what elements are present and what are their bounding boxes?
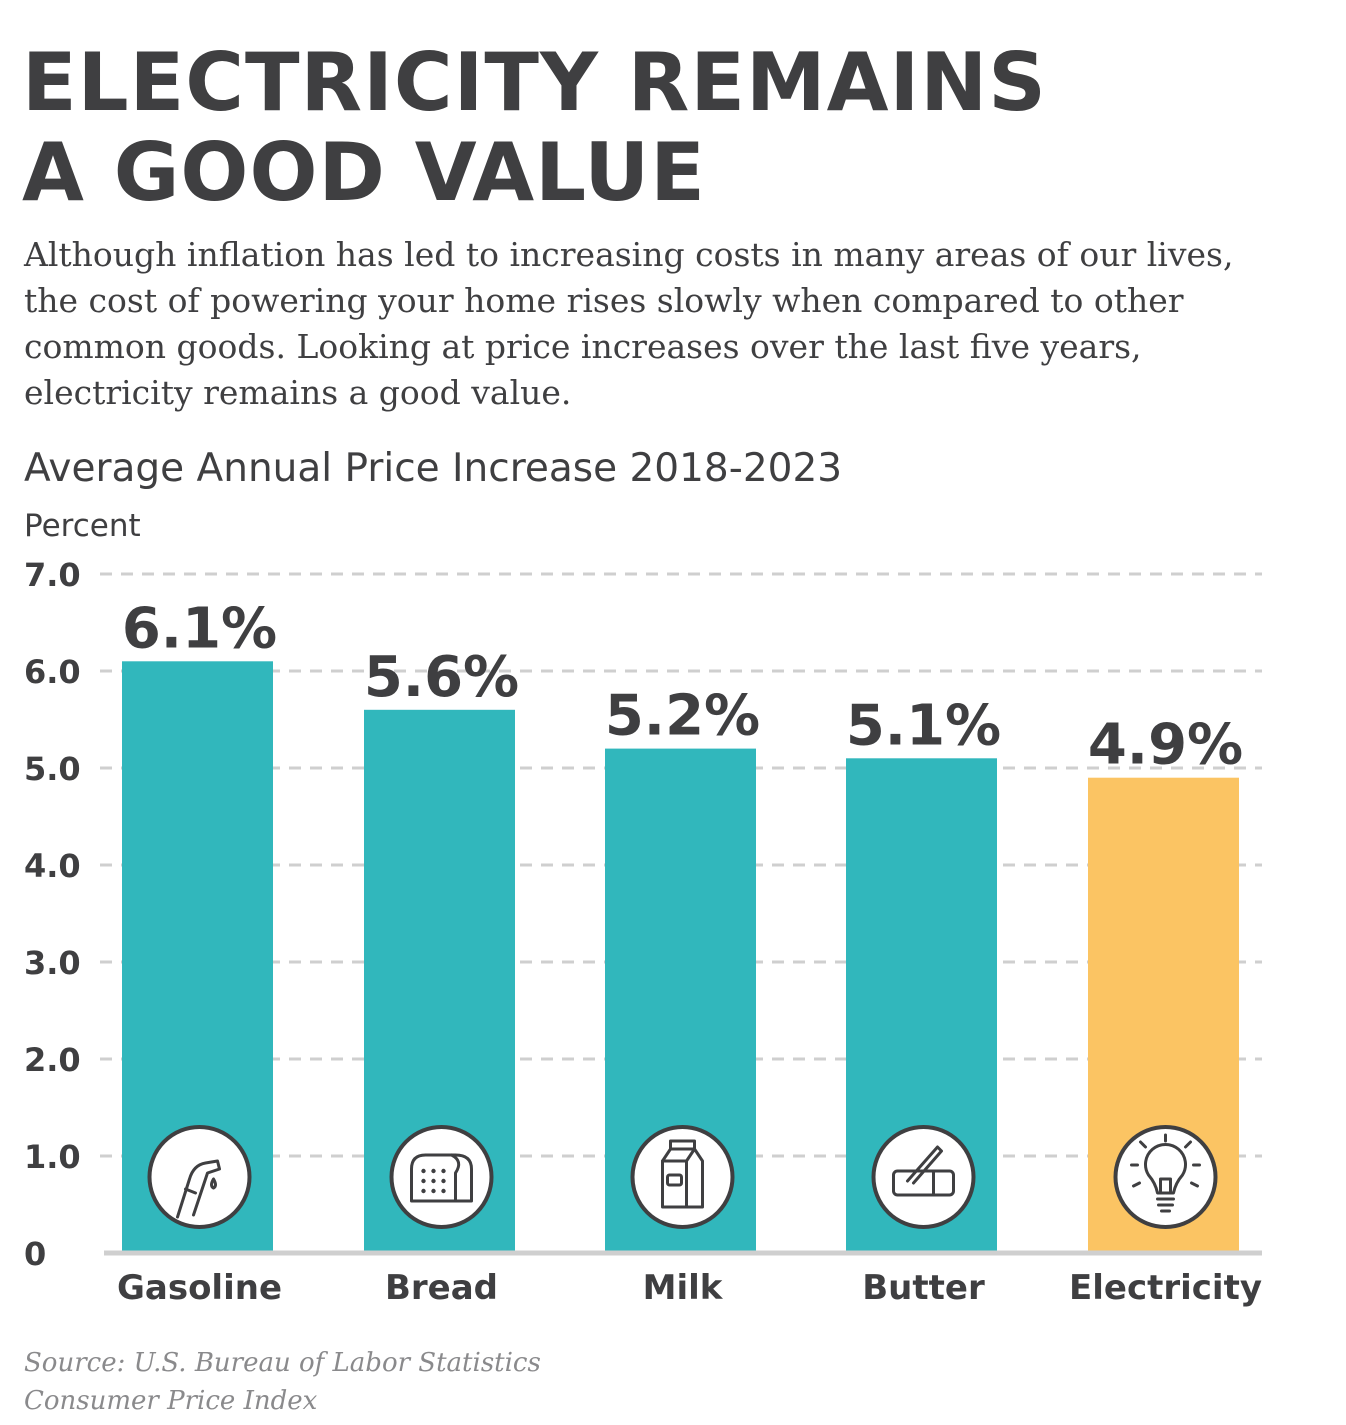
intro-line-4: electricity remains a good value. xyxy=(24,373,572,412)
category-label: Butter xyxy=(862,1268,985,1308)
category-label: Milk xyxy=(643,1268,724,1308)
category-label: Gasoline xyxy=(117,1268,282,1308)
y-tick-label: 3.0 xyxy=(24,944,81,982)
intro-line-2: the cost of powering your home rises slo… xyxy=(24,281,1184,320)
headline-line-2: A GOOD VALUE xyxy=(22,126,706,219)
category-label: Bread xyxy=(385,1268,498,1308)
value-label: 6.1% xyxy=(122,596,277,661)
headline: ELECTRICITY REMAINS A GOOD VALUE xyxy=(22,38,1322,218)
intro-paragraph: Although inflation has led to increasing… xyxy=(24,232,1324,416)
milk-carton-icon xyxy=(630,1125,735,1229)
value-label: 5.6% xyxy=(364,645,519,710)
intro-line-1: Although inflation has led to increasing… xyxy=(24,235,1234,274)
y-tick-label: 0 xyxy=(24,1235,46,1273)
bar-icons xyxy=(147,1125,1218,1229)
bread-icon xyxy=(389,1125,494,1229)
source-line-1: Source: U.S. Bureau of Labor Statistics xyxy=(24,1348,541,1378)
y-tick-label: 2.0 xyxy=(24,1041,81,1079)
y-axis-unit-label: Percent xyxy=(24,508,141,544)
category-label: Electricity xyxy=(1069,1268,1262,1308)
intro-line-3: common goods. Looking at price increases… xyxy=(24,327,1142,366)
light-bulb-icon xyxy=(1113,1125,1218,1229)
source-line-2: Consumer Price Index xyxy=(24,1386,318,1416)
headline-line-1: ELECTRICITY REMAINS xyxy=(22,36,1047,129)
y-tick-label: 6.0 xyxy=(24,653,81,691)
fuel-pump-icon xyxy=(147,1125,252,1229)
value-label: 4.9% xyxy=(1088,713,1243,778)
y-tick-label: 1.0 xyxy=(24,1138,81,1176)
value-label: 5.1% xyxy=(846,693,1001,758)
grid-lines xyxy=(100,572,1262,1158)
bar-chart: 0 1.0 2.0 3.0 4.0 5.0 6.0 7.0 6.1% Gasoline 5.6% Br… xyxy=(24,556,1262,1308)
y-tick-label: 7.0 xyxy=(24,556,81,594)
y-tick-label: 5.0 xyxy=(24,750,81,788)
chart-title: Average Annual Price Increase 2018-2023 xyxy=(24,446,843,491)
labels: 0 1.0 2.0 3.0 4.0 5.0 6.0 7.0 6.1% Gasoline 5.6% Br… xyxy=(24,556,1262,1308)
source-note: Source: U.S. Bureau of Labor Statistics … xyxy=(24,1344,541,1420)
y-tick-label: 4.0 xyxy=(24,847,81,885)
butter-icon xyxy=(871,1125,976,1229)
value-label: 5.2% xyxy=(605,684,760,749)
